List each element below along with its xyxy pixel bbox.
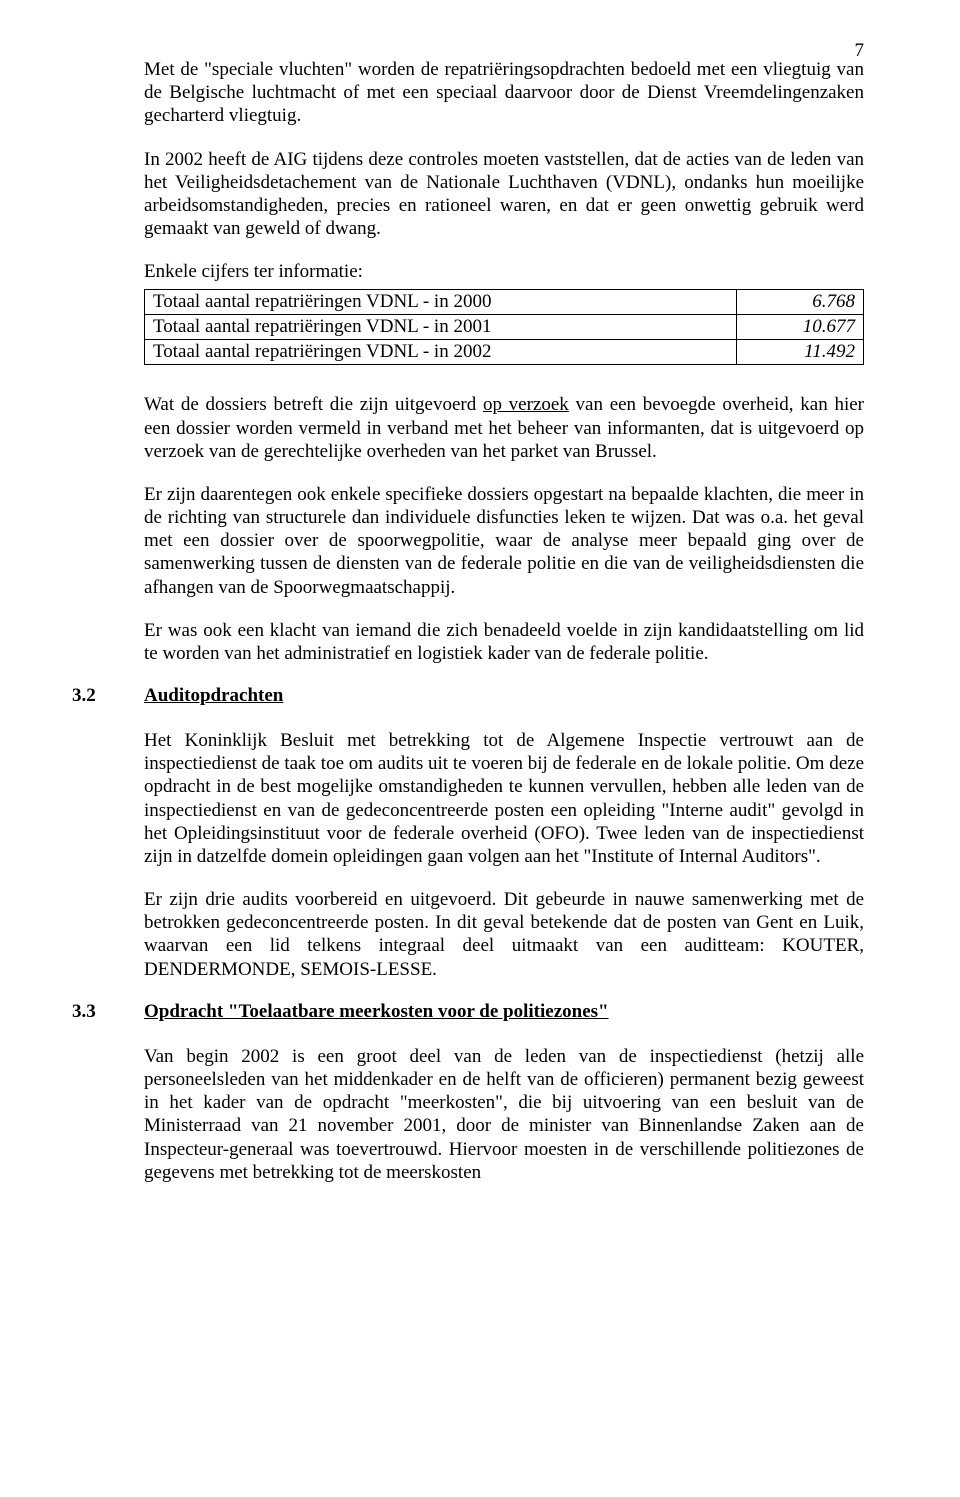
- table-cell-label: Totaal aantal repatriëringen VDNL - in 2…: [145, 290, 737, 315]
- section-title: Opdracht "Toelaatbare meerkosten voor de…: [144, 1001, 609, 1023]
- paragraph: Het Koninklijk Besluit met betrekking to…: [144, 729, 864, 868]
- table-row: Totaal aantal repatriëringen VDNL - in 2…: [145, 290, 864, 315]
- section-number: 3.3: [72, 1001, 144, 1023]
- underlined-text: op verzoek: [483, 394, 569, 415]
- table-cell-value: 10.677: [737, 315, 864, 340]
- document-page: 7 Met de "speciale vluchten" worden de r…: [0, 0, 960, 1497]
- text-block: Van begin 2002 is een groot deel van de …: [72, 1045, 864, 1184]
- page-content: Met de "speciale vluchten" worden de rep…: [72, 58, 864, 1184]
- table-row: Totaal aantal repatriëringen VDNL - in 2…: [145, 340, 864, 365]
- data-table: Totaal aantal repatriëringen VDNL - in 2…: [144, 289, 864, 365]
- table-cell-value: 6.768: [737, 290, 864, 315]
- paragraph: Wat de dossiers betreft die zijn uitgevo…: [144, 393, 864, 463]
- section-heading: 3.2 Auditopdrachten: [72, 685, 864, 707]
- table-cell-value: 11.492: [737, 340, 864, 365]
- text-block: Het Koninklijk Besluit met betrekking to…: [72, 729, 864, 981]
- paragraph: Enkele cijfers ter informatie:: [144, 260, 864, 283]
- table-cell-label: Totaal aantal repatriëringen VDNL - in 2…: [145, 315, 737, 340]
- table-cell-label: Totaal aantal repatriëringen VDNL - in 2…: [145, 340, 737, 365]
- table-row: Totaal aantal repatriëringen VDNL - in 2…: [145, 315, 864, 340]
- section-title: Auditopdrachten: [144, 685, 283, 707]
- paragraph: Er was ook een klacht van iemand die zic…: [144, 619, 864, 665]
- text-block: Met de "speciale vluchten" worden de rep…: [72, 58, 864, 665]
- section-number: 3.2: [72, 685, 144, 707]
- paragraph: Er zijn daarentegen ook enkele specifiek…: [144, 483, 864, 599]
- text-run: Wat de dossiers betreft die zijn uitgevo…: [144, 394, 483, 415]
- section-heading: 3.3 Opdracht "Toelaatbare meerkosten voo…: [72, 1001, 864, 1023]
- paragraph: Er zijn drie audits voorbereid en uitgev…: [144, 888, 864, 981]
- paragraph: In 2002 heeft de AIG tijdens deze contro…: [144, 148, 864, 241]
- page-number: 7: [855, 40, 865, 62]
- paragraph: Van begin 2002 is een groot deel van de …: [144, 1045, 864, 1184]
- paragraph: Met de "speciale vluchten" worden de rep…: [144, 58, 864, 128]
